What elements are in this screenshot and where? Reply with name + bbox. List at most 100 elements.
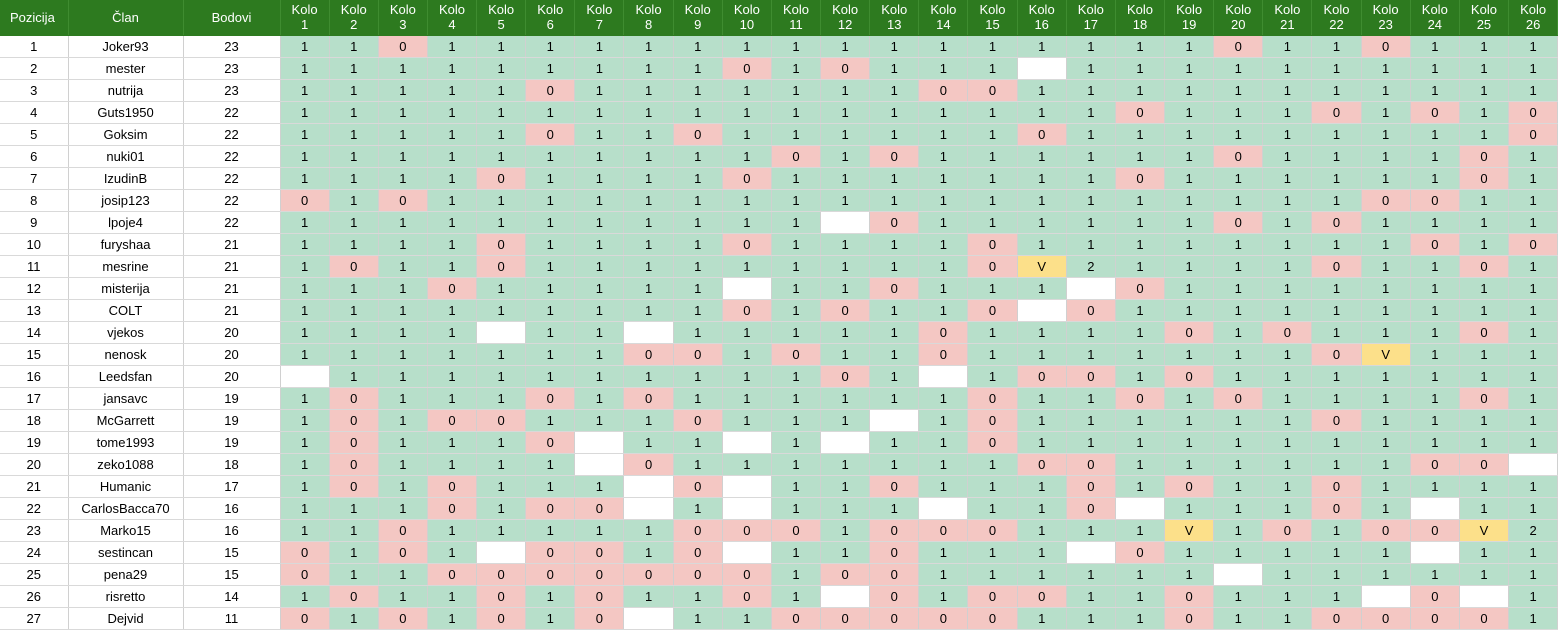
cell-round-result: 1 [1115, 475, 1166, 498]
cell-round-result: 1 [771, 167, 822, 190]
cell-round-result: 1 [1508, 145, 1558, 168]
round-number: 23 [1378, 17, 1393, 32]
cell-round-result: 1 [574, 255, 625, 278]
cell-round-result: 0 [280, 189, 330, 212]
cell-round-result: 0 [673, 123, 723, 146]
cell-round-result: 1 [673, 585, 723, 608]
cell-round-result: 0 [967, 585, 1018, 608]
cell-round-result: 1 [673, 299, 723, 322]
cell-round-result: 1 [673, 431, 723, 454]
column-header-round-22[interactable]: Kolo 22 [1311, 0, 1362, 36]
cell-round-result: 0 [1017, 365, 1067, 388]
cell-round-result: 1 [1213, 431, 1264, 454]
cell-round-result: 1 [280, 497, 330, 520]
cell-round-result: 0 [722, 233, 772, 256]
column-header-position[interactable]: Pozicija [0, 0, 69, 36]
column-header-round-16[interactable]: Kolo 16 [1017, 0, 1067, 36]
cell-round-result: 0 [329, 431, 379, 454]
cell-round-result: 1 [1459, 431, 1510, 454]
cell-round-result: 1 [1017, 167, 1067, 190]
cell-round-result: 1 [1262, 431, 1313, 454]
cell-round-result [1508, 453, 1558, 476]
cell-round-result: 1 [1115, 35, 1166, 58]
cell-round-result: 1 [918, 409, 969, 432]
cell-round-result: 1 [1311, 321, 1362, 344]
cell-round-result: 0 [918, 607, 969, 630]
column-header-round-26[interactable]: Kolo 26 [1508, 0, 1558, 36]
cell-round-result: 1 [574, 321, 625, 344]
column-header-round-8[interactable]: Kolo 8 [623, 0, 674, 36]
cell-round-result: 1 [1459, 409, 1510, 432]
cell-member-name: Leedsfan [68, 365, 184, 388]
cell-round-result: 1 [722, 409, 772, 432]
column-header-round-24[interactable]: Kolo 24 [1410, 0, 1460, 36]
cell-round-result: 0 [574, 563, 625, 586]
table-header: Pozicija Član Bodovi Kolo 1 Kolo 2 Kolo 3 Kolo… [0, 0, 1558, 36]
cell-round-result: 0 [623, 453, 674, 476]
column-header-round-5[interactable]: Kolo 5 [476, 0, 527, 36]
column-header-round-20[interactable]: Kolo 20 [1213, 0, 1264, 36]
column-header-round-19[interactable]: Kolo 19 [1164, 0, 1215, 36]
cell-points: 22 [183, 101, 281, 124]
column-header-round-4[interactable]: Kolo 4 [427, 0, 478, 36]
cell-points: 20 [183, 365, 281, 388]
column-header-points[interactable]: Bodovi [183, 0, 281, 36]
column-header-round-17[interactable]: Kolo 17 [1066, 0, 1116, 36]
column-header-round-15[interactable]: Kolo 15 [967, 0, 1018, 36]
cell-position: 14 [0, 321, 69, 344]
cell-round-result: 1 [1459, 541, 1510, 564]
cell-round-result: 0 [771, 145, 822, 168]
cell-round-result: 1 [771, 453, 822, 476]
cell-round-result: 1 [673, 321, 723, 344]
column-header-round-21[interactable]: Kolo 21 [1262, 0, 1313, 36]
cell-round-result: 1 [1115, 299, 1166, 322]
cell-round-result: 0 [1410, 233, 1460, 256]
cell-round-result: 0 [1311, 497, 1362, 520]
cell-round-result: 1 [525, 35, 576, 58]
cell-round-result: 1 [329, 101, 379, 124]
column-header-round-7[interactable]: Kolo 7 [574, 0, 625, 36]
column-header-round-10[interactable]: Kolo 10 [722, 0, 772, 36]
column-header-round-13[interactable]: Kolo 13 [869, 0, 920, 36]
column-header-round-2[interactable]: Kolo 2 [329, 0, 379, 36]
cell-round-result: 1 [722, 453, 772, 476]
round-number: 12 [837, 17, 853, 32]
cell-round-result: 1 [1361, 167, 1411, 190]
column-header-round-25[interactable]: Kolo 25 [1459, 0, 1510, 36]
column-header-round-11[interactable]: Kolo 11 [771, 0, 822, 36]
cell-round-result: 1 [1017, 321, 1067, 344]
cell-round-result: 1 [673, 607, 723, 630]
cell-round-result: 0 [1410, 607, 1460, 630]
cell-round-result: 0 [673, 409, 723, 432]
cell-round-result: 1 [1508, 431, 1558, 454]
column-header-round-1[interactable]: Kolo 1 [280, 0, 330, 36]
cell-round-result: 1 [329, 365, 379, 388]
cell-round-result: 0 [1017, 123, 1067, 146]
cell-round-result: 1 [378, 497, 428, 520]
column-header-round-9[interactable]: Kolo 9 [673, 0, 723, 36]
column-header-round-23[interactable]: Kolo 23 [1361, 0, 1411, 36]
cell-round-result: 1 [1410, 431, 1460, 454]
cell-round-result: 1 [1410, 123, 1460, 146]
column-header-member[interactable]: Član [68, 0, 184, 36]
cell-round-result: 1 [1459, 79, 1510, 102]
column-header-round-3[interactable]: Kolo 3 [378, 0, 428, 36]
cell-member-name: McGarrett [68, 409, 184, 432]
cell-round-result: 1 [673, 79, 723, 102]
cell-round-result: 1 [476, 431, 527, 454]
column-header-round-18[interactable]: Kolo 18 [1115, 0, 1166, 36]
round-number: 25 [1476, 17, 1492, 32]
cell-round-result: 1 [476, 79, 527, 102]
column-header-round-6[interactable]: Kolo 6 [525, 0, 576, 36]
cell-round-result [820, 211, 871, 234]
cell-round-result: 1 [869, 497, 920, 520]
cell-round-result: 1 [1262, 101, 1313, 124]
column-header-round-12[interactable]: Kolo 12 [820, 0, 871, 36]
cell-points: 17 [183, 475, 281, 498]
cell-round-result: 0 [280, 541, 330, 564]
cell-round-result: 0 [1164, 607, 1215, 630]
cell-round-result: 1 [1311, 35, 1362, 58]
cell-round-result: 1 [476, 189, 527, 212]
column-header-round-14[interactable]: Kolo 14 [918, 0, 969, 36]
cell-round-result: 0 [722, 167, 772, 190]
